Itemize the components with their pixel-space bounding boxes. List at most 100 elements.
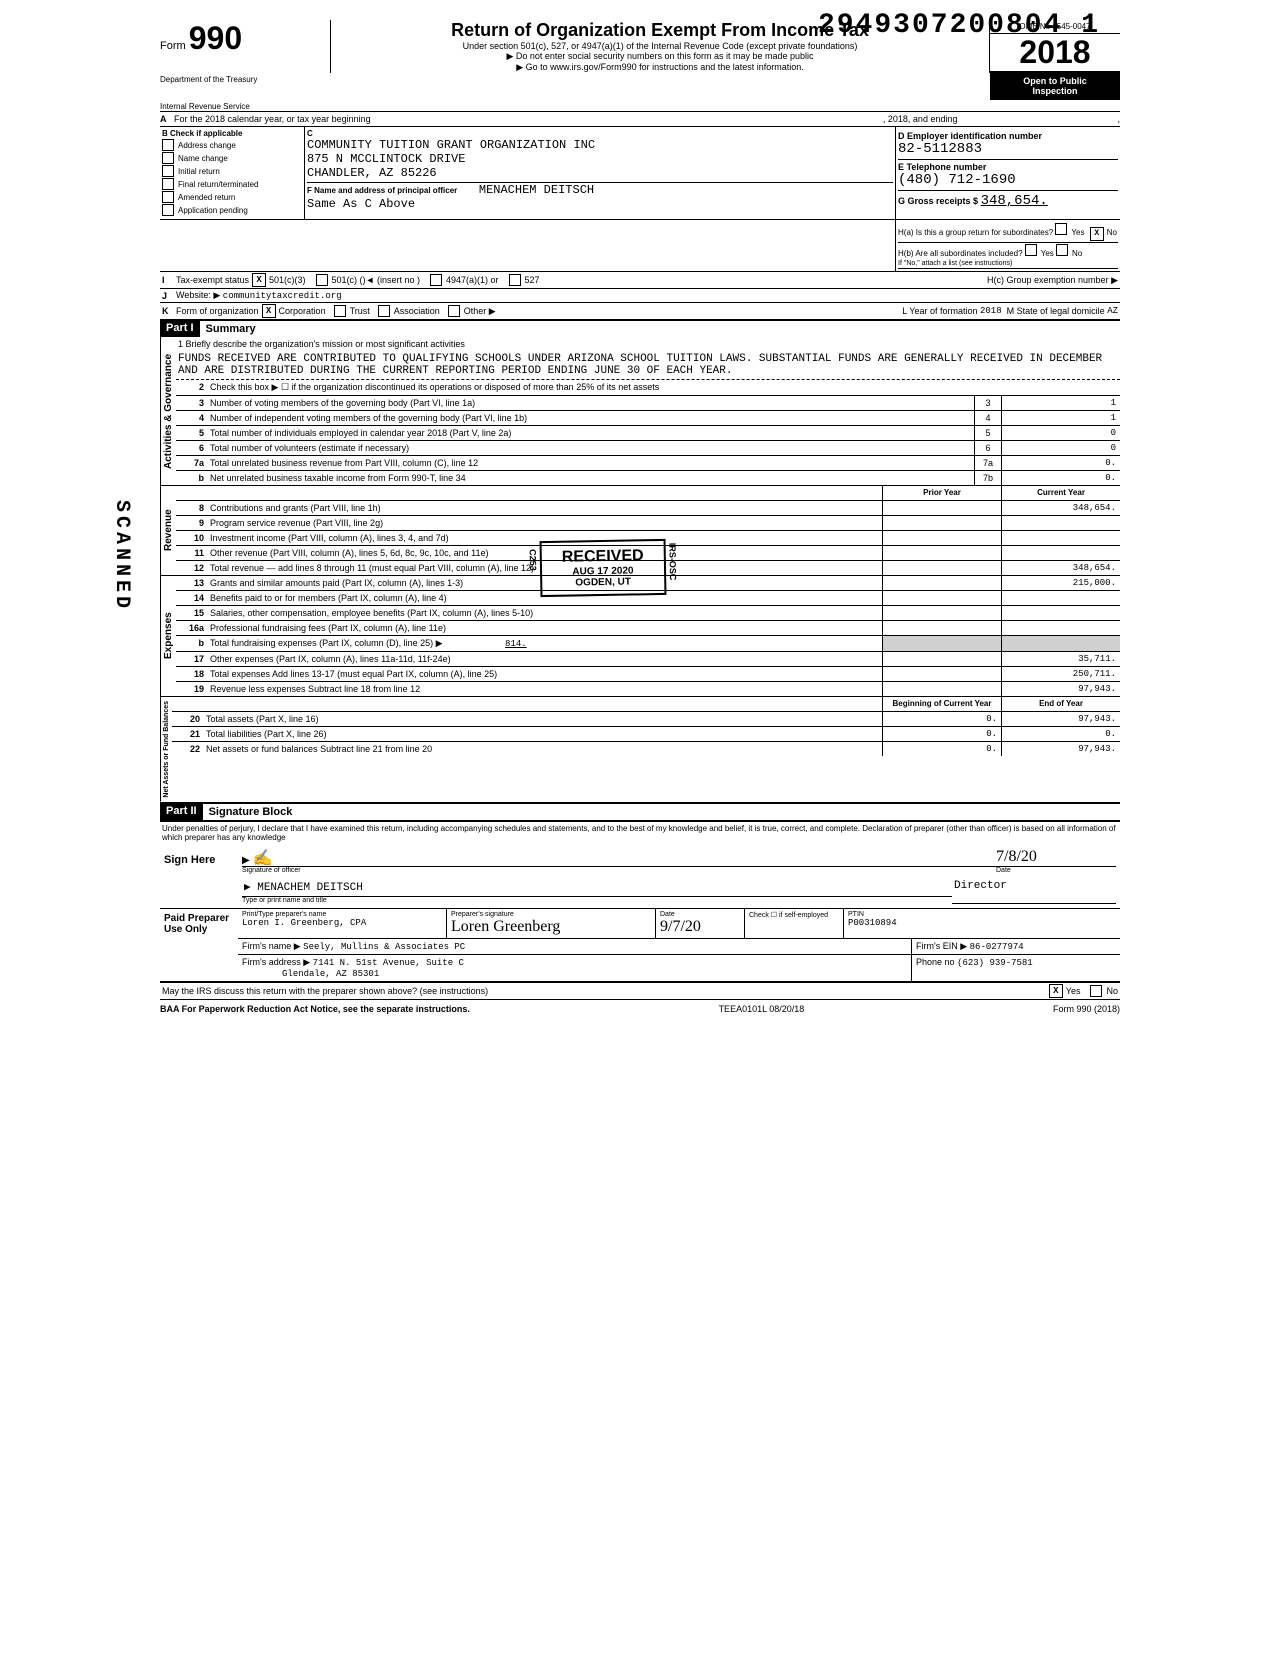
c17: 35,711. xyxy=(1001,652,1120,666)
part1-header: Part I xyxy=(160,320,200,337)
ptin-value: P00310894 xyxy=(848,918,1116,928)
ck-final-return[interactable] xyxy=(162,178,174,190)
firm-ein: 86-0277974 xyxy=(970,942,1024,952)
org-name: COMMUNITY TUITION GRANT ORGANIZATION INC xyxy=(307,138,893,152)
ck-initial-return[interactable] xyxy=(162,165,174,177)
lbl-app-pending: Application pending xyxy=(178,206,248,215)
firm-ein-lbl: Firm's EIN ▶ xyxy=(916,941,967,951)
hb-yes-ck[interactable] xyxy=(1025,244,1037,256)
ck-corp[interactable]: X xyxy=(262,304,276,318)
col-c-name-address: C COMMUNITY TUITION GRANT ORGANIZATION I… xyxy=(305,127,896,219)
t4: Number of independent voting members of … xyxy=(208,411,974,425)
n7a: 7a xyxy=(176,456,208,470)
ck-assoc[interactable] xyxy=(378,305,390,317)
g-label: G Gross receipts $ xyxy=(898,196,978,206)
received-stamp: C253 RECEIVED AUG 17 2020 OGDEN, UT IRS-… xyxy=(540,539,667,597)
col-f-label: F Name and address of principal officer xyxy=(307,186,457,195)
c19: 97,943. xyxy=(1001,682,1120,696)
officer-signature-line[interactable]: ▶ ✍ xyxy=(242,848,996,867)
prep-self-emp: Check ☐ if self-employed xyxy=(745,909,844,938)
ptin-hdr: PTIN xyxy=(848,911,1116,918)
ck-name-change[interactable] xyxy=(162,152,174,164)
c16a xyxy=(1001,621,1120,635)
discuss-yes-ck[interactable]: X xyxy=(1049,984,1063,998)
mission-label: 1 Briefly describe the organization's mi… xyxy=(178,339,465,349)
discuss-text: May the IRS discuss this return with the… xyxy=(162,986,488,996)
c8: 348,654. xyxy=(1001,501,1120,515)
form-prefix: Form xyxy=(160,40,186,52)
ha-no-ck[interactable]: X xyxy=(1090,227,1104,241)
col-de-box: D Employer identification number82-51128… xyxy=(896,127,1120,219)
t16a: Professional fundraising fees (Part IX, … xyxy=(208,621,882,635)
v7a: 0. xyxy=(1001,456,1120,470)
ha-no: No xyxy=(1107,228,1117,237)
firm-phone-lbl: Phone no xyxy=(916,957,955,967)
n19: 19 xyxy=(176,682,208,696)
officer-addr: Same As C Above xyxy=(307,197,893,211)
ha-yes-ck[interactable] xyxy=(1055,223,1067,235)
n8: 8 xyxy=(176,501,208,515)
c18: 250,711. xyxy=(1001,667,1120,681)
discuss-no-ck[interactable] xyxy=(1090,985,1102,997)
p14 xyxy=(882,591,1001,605)
c12: 348,654. xyxy=(1001,561,1120,575)
box3: 3 xyxy=(974,396,1001,410)
officer-name: MENACHEM DEITSCH xyxy=(479,183,594,197)
n7b: b xyxy=(176,471,208,485)
lbl-final-return: Final return/terminated xyxy=(178,180,258,189)
ck-4947[interactable] xyxy=(430,274,442,286)
gross-receipts: 348,654. xyxy=(981,193,1048,209)
v4: 1 xyxy=(1001,411,1120,425)
ck-address-change[interactable] xyxy=(162,139,174,151)
ck-501c[interactable] xyxy=(316,274,328,286)
website-value: communitytaxcredit.org xyxy=(223,291,342,301)
ck-527[interactable] xyxy=(509,274,521,286)
perjury-text: Under penalties of perjury, I declare th… xyxy=(160,820,1120,844)
part2-header: Part II xyxy=(160,803,203,820)
line-i-text: Tax-exempt status xyxy=(176,275,249,285)
p16a xyxy=(882,621,1001,635)
line-k-text: Form of organization xyxy=(176,306,259,316)
opt-501c-b: )◄ (insert no ) xyxy=(363,275,420,285)
hb-note: If "No," attach a list (see instructions… xyxy=(898,260,1012,267)
received-side2: IRS-OSC xyxy=(667,543,678,581)
ck-501c3[interactable]: X xyxy=(252,273,266,287)
p16b xyxy=(882,636,1001,651)
prep-signature: Loren Greenberg xyxy=(451,918,560,936)
opt-trust: Trust xyxy=(350,306,370,316)
part1-title: Summary xyxy=(200,320,1120,337)
t21: Total liabilities (Part X, line 26) xyxy=(204,727,882,741)
line-a-end: , xyxy=(1117,114,1120,124)
line-k-label: K xyxy=(162,306,176,316)
org-addr1: 875 N MCCLINTOCK DRIVE xyxy=(307,152,893,166)
col-c-label: C xyxy=(307,129,893,138)
v3: 1 xyxy=(1001,396,1120,410)
ck-trust[interactable] xyxy=(334,305,346,317)
d-label: D Employer identification number xyxy=(898,131,1042,141)
ck-amended[interactable] xyxy=(162,191,174,203)
firm-name-lbl: Firm's name ▶ xyxy=(242,941,301,951)
form-subtitle: Under section 501(c), 527, or 4947(a)(1)… xyxy=(335,41,985,51)
box5: 5 xyxy=(974,426,1001,440)
c16b xyxy=(1001,636,1120,651)
m-value: AZ xyxy=(1107,306,1118,316)
t8: Contributions and grants (Part VIII, lin… xyxy=(208,501,882,515)
hb-no-ck[interactable] xyxy=(1056,244,1068,256)
firm-addr-lbl: Firm's address ▶ xyxy=(242,957,310,967)
line-i-label: I xyxy=(162,275,176,285)
ck-app-pending[interactable] xyxy=(162,204,174,216)
ck-other[interactable] xyxy=(448,305,460,317)
n5: 5 xyxy=(176,426,208,440)
c13: 215,000. xyxy=(1001,576,1120,590)
b20: 0. xyxy=(882,712,1001,726)
n21: 21 xyxy=(172,727,204,741)
opt-501c: 501(c) ( xyxy=(332,275,363,285)
officer-title: Director xyxy=(952,878,1116,904)
lbl-initial-return: Initial return xyxy=(178,167,220,176)
tab-netassets: Net Assets or Fund Balances xyxy=(160,697,172,802)
prep-name: Loren I. Greenberg, CPA xyxy=(242,918,442,928)
line-j-text: Website: ▶ xyxy=(176,290,220,301)
hdr-prior: Prior Year xyxy=(882,486,1001,500)
t17: Other expenses (Part IX, column (A), lin… xyxy=(208,652,882,666)
discuss-yes: Yes xyxy=(1066,986,1081,996)
